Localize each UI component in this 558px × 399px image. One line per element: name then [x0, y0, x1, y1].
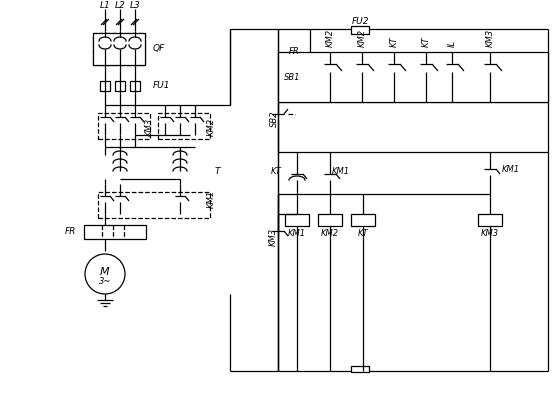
Text: FU2: FU2: [351, 18, 369, 26]
Text: KM2: KM2: [207, 118, 216, 136]
Bar: [278, 52, 548, 102]
Bar: [351, 26, 369, 34]
Text: L1: L1: [100, 2, 110, 10]
Bar: [93, 33, 145, 65]
Text: KT: KT: [358, 229, 368, 237]
Text: KT: KT: [271, 166, 281, 176]
Text: KM3: KM3: [145, 118, 154, 136]
Bar: [351, 366, 369, 372]
Text: T: T: [215, 166, 220, 176]
Text: KM3: KM3: [481, 229, 499, 237]
Text: KM1: KM1: [332, 166, 350, 176]
Text: FU1: FU1: [153, 81, 171, 91]
Text: KM1: KM1: [207, 190, 216, 208]
Bar: [100, 81, 110, 91]
Text: KM3: KM3: [268, 228, 277, 246]
Text: L2: L2: [114, 2, 126, 10]
Text: FR: FR: [65, 227, 76, 237]
Bar: [130, 81, 140, 91]
Bar: [158, 113, 210, 139]
Text: 3~: 3~: [99, 277, 111, 286]
Bar: [98, 113, 150, 139]
Text: L3: L3: [129, 2, 141, 10]
Text: KT: KT: [421, 36, 431, 47]
Text: SB2: SB2: [270, 111, 278, 127]
Text: FR: FR: [289, 47, 300, 55]
Bar: [93, 33, 145, 65]
Text: KT: KT: [389, 36, 398, 47]
Text: IL: IL: [448, 40, 456, 47]
Bar: [84, 225, 146, 239]
Bar: [115, 81, 125, 91]
Text: KM2: KM2: [325, 29, 334, 47]
Text: KM3: KM3: [485, 29, 494, 47]
Text: KM2: KM2: [321, 229, 339, 237]
Text: M: M: [100, 267, 110, 277]
Text: KM1: KM1: [288, 229, 306, 237]
Text: SB1: SB1: [283, 73, 300, 83]
Bar: [98, 192, 210, 218]
Bar: [351, 214, 375, 226]
Text: QF: QF: [153, 45, 165, 53]
Bar: [478, 214, 502, 226]
Text: KM2: KM2: [358, 29, 367, 47]
Bar: [285, 214, 309, 226]
Bar: [318, 214, 342, 226]
Text: KM1: KM1: [502, 164, 520, 174]
